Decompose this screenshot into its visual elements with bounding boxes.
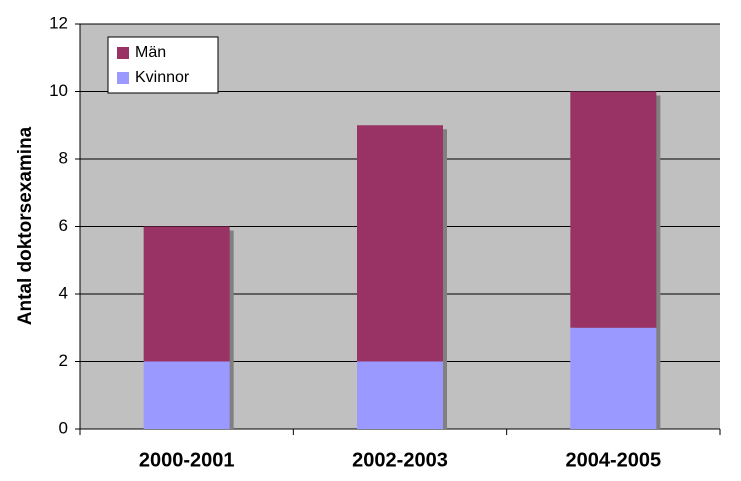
bar [143, 226, 230, 362]
y-tick-label: 2 [59, 351, 68, 370]
bar [357, 361, 443, 429]
y-axis-label: Antal doktorsexamina [15, 126, 36, 325]
y-tick-label: 10 [49, 81, 68, 100]
y-tick-label: 6 [59, 216, 68, 235]
bar [357, 125, 443, 362]
x-tick-label: 2002-2003 [352, 449, 448, 471]
y-tick-label: 0 [59, 418, 68, 437]
x-tick-label: 2004-2005 [566, 449, 662, 471]
bar [143, 361, 230, 429]
x-tick-label: 2000-2001 [139, 449, 235, 471]
legend-label: Män [135, 44, 166, 61]
y-tick-label: 8 [59, 148, 68, 167]
bar [570, 327, 657, 429]
y-tick-label: 4 [59, 283, 68, 302]
y-tick-label: 12 [49, 13, 68, 32]
legend-swatch [117, 47, 129, 59]
legend-label: Kvinnor [135, 69, 190, 86]
legend-swatch [117, 72, 129, 84]
bar [570, 91, 657, 328]
